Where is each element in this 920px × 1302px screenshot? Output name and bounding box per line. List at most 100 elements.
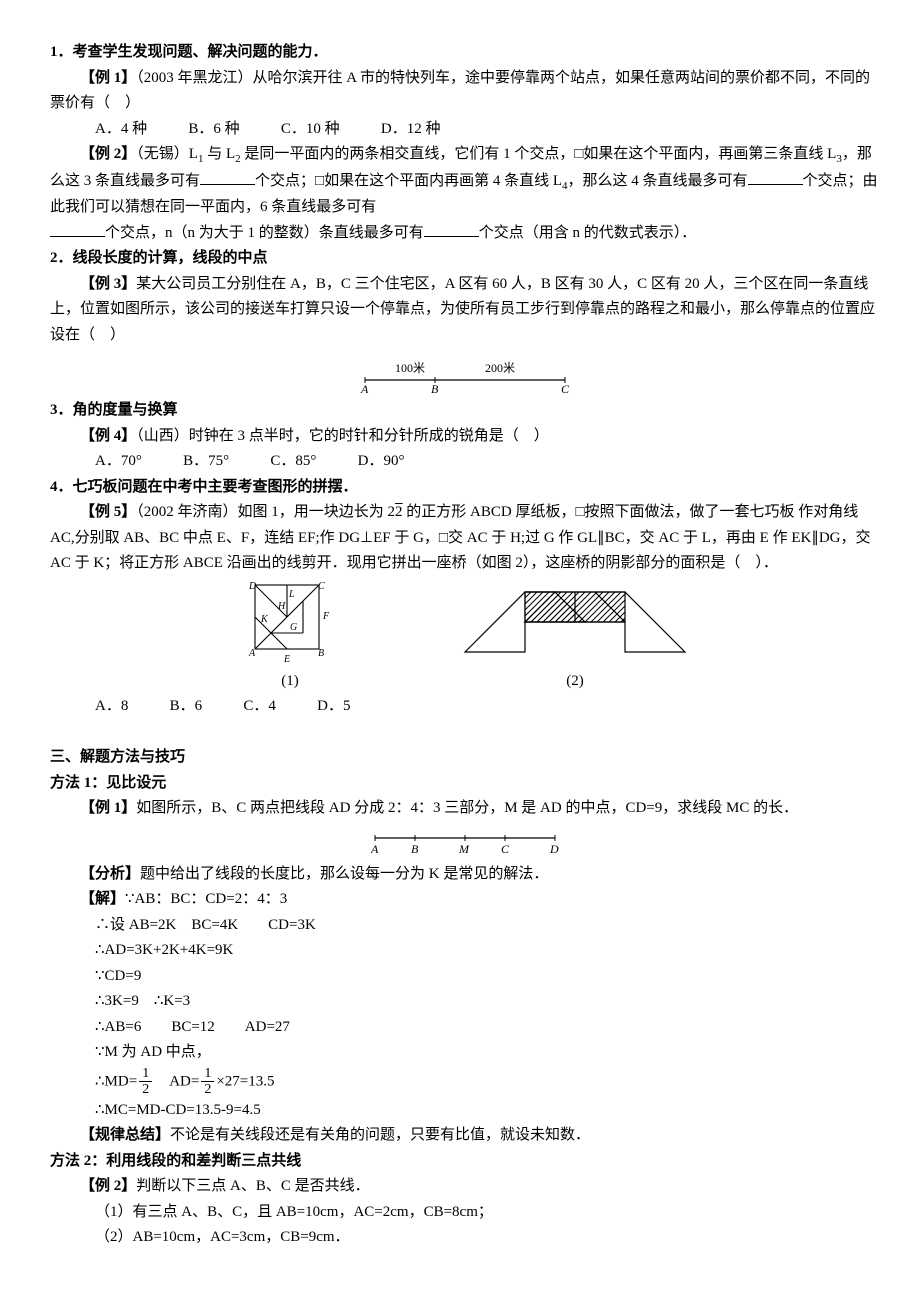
svg-text:100米: 100米 <box>395 361 425 375</box>
blank-2 <box>748 169 803 185</box>
sol-l8c: ×27=13.5 <box>216 1073 274 1089</box>
svg-text:M: M <box>458 842 470 856</box>
m2-ex: 【例 2】判断以下三点 A、B、C 是否共线． <box>50 1174 880 1200</box>
sol-l8b: AD= <box>154 1073 199 1089</box>
svg-text:A: A <box>360 382 369 394</box>
svg-text:B: B <box>318 648 324 659</box>
svg-text:200米: 200米 <box>485 361 515 375</box>
sol-l1: ∵AB：BC：CD=2：4：3 <box>125 891 287 907</box>
m1-analysis: 【分析】题中给出了线段的长度比，那么设每一分为 K 是常见的解法． <box>50 862 880 888</box>
ex4-opt-b: B．75° <box>183 449 229 475</box>
ex4-text: （山西）时钟在 3 点半时，它的时针和分针所成的锐角是（ ） <box>136 428 549 444</box>
sum-label: 【规律总结】 <box>80 1127 170 1143</box>
sol-l8a: ∴MD= <box>95 1073 137 1089</box>
blank-3 <box>50 221 105 237</box>
sol-l4: ∵CD=9 <box>50 964 880 990</box>
ex5-root: 22 <box>388 504 403 520</box>
ex3: 【例 3】某大公司员工分别住在 A，B，C 三个住宅区，A 区有 60 人，B … <box>50 272 880 349</box>
m1-solution: 【解】∵AB：BC：CD=2：4：3 ∴设 AB=2K BC=4K CD=3K … <box>50 887 880 1123</box>
ex3-figure: 100米 200米 A B C <box>50 352 880 394</box>
ex5-figures: A E B F C D L H K G (1) <box>50 577 880 695</box>
m1-ex-label: 【例 1】 <box>80 800 136 816</box>
ex1-label: 【例 1】 <box>80 70 136 86</box>
svg-text:C: C <box>318 581 325 592</box>
svg-text:C: C <box>561 382 570 394</box>
tangram-square: A E B F C D L H K G <box>240 577 340 667</box>
svg-text:G: G <box>290 622 297 633</box>
bridge-figure <box>460 587 690 667</box>
m2-sub1: （1）有三点 A、B、C，且 AB=10cm，AC=2cm，CB=8cm； <box>50 1200 880 1226</box>
ex1-opt-d: D．12 种 <box>381 117 441 143</box>
svg-text:H: H <box>277 601 286 612</box>
m1-ex-text: 如图所示，B、C 两点把线段 AD 分成 2：4：3 三部分，M 是 AD 的中… <box>136 800 798 816</box>
sol-l5: ∴3K=9 ∴K=3 <box>50 989 880 1015</box>
m2-ex-label: 【例 2】 <box>80 1178 136 1194</box>
fig2-caption: (2) <box>460 669 690 695</box>
ex2-t-h: 个交点，n（n 为大于 1 的整数）条直线最多可有 <box>105 225 424 241</box>
svg-text:E: E <box>283 654 290 665</box>
m1-ex: 【例 1】如图所示，B、C 两点把线段 AD 分成 2：4：3 三部分，M 是 … <box>50 796 880 822</box>
ex2-t-e: 个交点；□如果在这个平面内再画第 4 条直线 L <box>255 173 562 189</box>
ex2-t-c: 是同一平面内的两条相交直线，它们有 1 个交点，□如果在这个平面内，再画第三条直… <box>241 146 837 162</box>
sec2-title: 2．线段长度的计算，线段的中点 <box>50 246 880 272</box>
method1-title: 方法 1：见比设元 <box>50 771 880 797</box>
svg-text:D: D <box>549 842 559 856</box>
ex5-opt-b: B．6 <box>170 694 203 720</box>
ex2: 【例 2】（无锡）L1 与 L2 是同一平面内的两条相交直线，它们有 1 个交点… <box>50 142 880 246</box>
svg-text:C: C <box>501 842 510 856</box>
svg-text:A: A <box>370 842 379 856</box>
ex4-opt-d: D．90° <box>358 449 405 475</box>
ex5-text-a: （2002 年济南）如图 1，用一块边长为 <box>136 504 387 520</box>
m1-figure: A B M C D <box>50 826 880 858</box>
ex5: 【例 5】（2002 年济南）如图 1，用一块边长为 22 的正方形 ABCD … <box>50 500 880 577</box>
sol-label: 【解】 <box>80 891 125 907</box>
sol-l9: ∴MC=MD-CD=13.5-9=4.5 <box>50 1098 880 1124</box>
svg-text:B: B <box>411 842 419 856</box>
blank-4 <box>424 221 479 237</box>
ex2-t-i: 个交点（用含 n 的代数式表示）． <box>479 225 697 241</box>
sol-l8: ∴MD=12 AD=12×27=13.5 <box>50 1066 880 1098</box>
ex5-opt-c: C．4 <box>243 694 276 720</box>
ex1-options: A．4 种 B．6 种 C．10 种 D．12 种 <box>50 117 880 143</box>
sol-l3: ∴AD=3K+2K+4K=9K <box>50 938 880 964</box>
ex1: 【例 1】（2003 年黑龙江）从哈尔滨开往 A 市的特快列车，途中要停靠两个站… <box>50 66 880 117</box>
ex2-label: 【例 2】 <box>80 146 136 162</box>
sol-l6: ∴AB=6 BC=12 AD=27 <box>50 1015 880 1041</box>
ex5-opt-d: D．5 <box>317 694 350 720</box>
m1-summary: 【规律总结】不论是有关线段还是有关角的问题，只要有比值，就设未知数． <box>50 1123 880 1149</box>
ex1-opt-b: B．6 种 <box>188 117 239 143</box>
svg-text:B: B <box>431 382 439 394</box>
fig1-caption: (1) <box>240 669 340 695</box>
svg-text:L: L <box>288 589 295 600</box>
sec3-title: 3．角的度量与换算 <box>50 398 880 424</box>
sol-l2: ∴设 AB=2K BC=4K CD=3K <box>50 913 880 939</box>
method2-title: 方法 2：利用线段的和差判断三点共线 <box>50 1149 880 1175</box>
ex4-options: A．70° B．75° C．85° D．90° <box>50 449 880 475</box>
ex1-text: （2003 年黑龙江）从哈尔滨开往 A 市的特快列车，途中要停靠两个站点，如果任… <box>50 70 870 112</box>
ex2-t-b: 与 L <box>203 146 235 162</box>
sol-l7: ∵M 为 AD 中点， <box>50 1040 880 1066</box>
frac-1: 12 <box>139 1066 152 1098</box>
ana-label: 【分析】 <box>80 866 140 882</box>
m2-ex-text: 判断以下三点 A、B、C 是否共线． <box>136 1178 369 1194</box>
ex1-opt-a: A．4 种 <box>95 117 147 143</box>
ex3-text: 某大公司员工分别住在 A，B，C 三个住宅区，A 区有 60 人，B 区有 30… <box>50 276 875 343</box>
ana-text: 题中给出了线段的长度比，那么设每一分为 K 是常见的解法． <box>140 866 548 882</box>
ex5-opt-a: A．8 <box>95 694 128 720</box>
m2-sub2: （2）AB=10cm，AC=3cm，CB=9cm． <box>50 1225 880 1251</box>
ex5-label: 【例 5】 <box>80 504 136 520</box>
svg-text:F: F <box>322 611 330 622</box>
ex4-opt-c: C．85° <box>270 449 316 475</box>
blank-1 <box>200 169 255 185</box>
frac-2: 12 <box>201 1066 214 1098</box>
sec-iii-title: 三、解题方法与技巧 <box>50 745 880 771</box>
ex5-options: A．8 B．6 C．4 D．5 <box>50 694 880 720</box>
svg-text:D: D <box>248 581 257 592</box>
ex4: 【例 4】（山西）时钟在 3 点半时，它的时针和分针所成的锐角是（ ） <box>50 424 880 450</box>
ex4-opt-a: A．70° <box>95 449 142 475</box>
svg-text:K: K <box>260 614 269 625</box>
sum-text: 不论是有关线段还是有关角的问题，只要有比值，就设未知数． <box>170 1127 590 1143</box>
svg-text:A: A <box>248 648 256 659</box>
ex4-label: 【例 4】 <box>80 428 136 444</box>
sec4-title: 4．七巧板问题在中考中主要考查图形的拼摆． <box>50 475 880 501</box>
